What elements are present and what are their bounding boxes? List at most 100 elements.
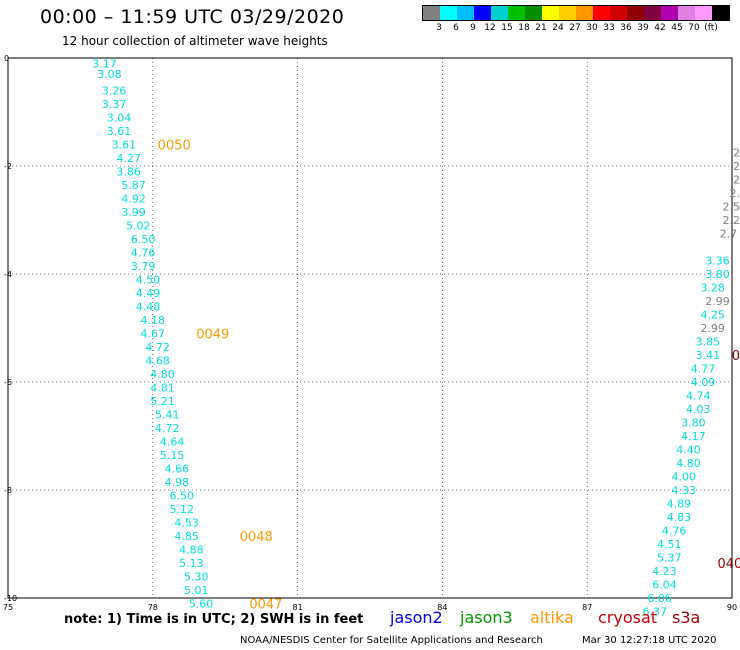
wave-height-value: 4.72 bbox=[155, 422, 180, 435]
wave-height-value: 4.81 bbox=[150, 381, 175, 394]
wave-height-value: 5.37 bbox=[657, 552, 682, 565]
credit-text: NOAA/NESDIS Center for Satellite Applica… bbox=[240, 635, 543, 646]
color-scale-label: 30 bbox=[586, 23, 598, 33]
color-swatch bbox=[559, 6, 576, 20]
wave-height-value: 4.98 bbox=[165, 476, 190, 489]
wave-height-value: 6.04 bbox=[652, 579, 677, 592]
wave-height-value: 2 bbox=[733, 147, 740, 160]
color-swatch bbox=[542, 6, 559, 20]
color-scale-legend: 3 6 9 12 15 18 21 24 27 30 33 36 39 42 45 70 (ft) bbox=[422, 5, 730, 35]
legend-item-jason3: jason3 bbox=[460, 608, 513, 627]
x-tick-label: 81 bbox=[293, 603, 303, 612]
x-tick-label: 75 bbox=[3, 603, 13, 612]
color-swatch bbox=[474, 6, 491, 20]
color-scale-label: 27 bbox=[569, 23, 581, 33]
color-scale-label: 70 bbox=[688, 23, 700, 33]
wave-height-value: 3.04 bbox=[107, 111, 132, 124]
x-tick-label: 87 bbox=[582, 603, 592, 612]
wave-height-value: 4.25 bbox=[700, 309, 725, 322]
y-tick-label: -2 bbox=[4, 162, 12, 171]
color-scale-label: 39 bbox=[637, 23, 649, 33]
x-tick-label: 84 bbox=[437, 603, 447, 612]
wave-height-value: 6.06 bbox=[647, 592, 672, 605]
wave-height-value: 4.83 bbox=[667, 511, 692, 524]
wave-height-value: 4.49 bbox=[136, 287, 161, 300]
wave-height-value: 2.99 bbox=[705, 295, 730, 308]
wave-height-value: 2 bbox=[733, 160, 740, 173]
wave-height-value: 4.33 bbox=[671, 484, 696, 497]
wave-height-value: 3.37 bbox=[102, 98, 127, 111]
wave-height-value: 4.80 bbox=[150, 368, 175, 381]
wave-height-value: 4.48 bbox=[136, 300, 161, 313]
color-swatch bbox=[525, 6, 542, 20]
wave-height-value: 4.92 bbox=[121, 192, 146, 205]
color-scale-label: 12 bbox=[484, 23, 496, 33]
color-swatch bbox=[491, 6, 508, 20]
wave-height-value: 4.53 bbox=[174, 516, 199, 529]
color-scale-label: 15 bbox=[501, 23, 513, 33]
wave-height-value: 3.26 bbox=[102, 84, 127, 97]
color-scale-label: 18 bbox=[518, 23, 530, 33]
color-swatch bbox=[627, 6, 644, 20]
color-swatch bbox=[593, 6, 610, 20]
pass-time-label: 0401 bbox=[718, 557, 740, 572]
wave-height-value: 4.77 bbox=[691, 363, 716, 376]
color-swatch bbox=[712, 6, 729, 20]
wave-height-value: 3.86 bbox=[116, 165, 141, 178]
wave-height-value: 3.85 bbox=[696, 336, 721, 349]
wave-height-value: 4.09 bbox=[691, 376, 716, 389]
color-scale-label: 45 bbox=[671, 23, 683, 33]
pass-time-label: 0 bbox=[732, 349, 740, 364]
wave-height-value: 4.76 bbox=[131, 246, 156, 259]
wave-height-value: 4.74 bbox=[686, 390, 711, 403]
x-tick-label: 90 bbox=[727, 603, 737, 612]
wave-height-value: 4.89 bbox=[667, 498, 692, 511]
color-scale-label: 42 bbox=[654, 23, 666, 33]
footer-note: note: 1) Time is in UTC; 2) SWH is in fe… bbox=[64, 612, 364, 627]
color-swatch bbox=[610, 6, 627, 20]
y-tick-label: 0 bbox=[4, 54, 9, 63]
wave-height-value: 4.85 bbox=[174, 530, 199, 543]
wave-height-value: 3.99 bbox=[121, 206, 146, 219]
wave-height-value: 3.41 bbox=[696, 349, 721, 362]
wave-height-value: 3.28 bbox=[700, 282, 725, 295]
color-swatch bbox=[440, 6, 457, 20]
y-tick-label: -8 bbox=[4, 486, 12, 495]
wave-height-value: 2.2 bbox=[723, 214, 740, 227]
wave-height-value: 2.5 bbox=[723, 201, 740, 214]
wave-height-value: 4.50 bbox=[136, 273, 161, 286]
color-scale-label: 3 bbox=[436, 23, 442, 33]
wave-height-value: 4.80 bbox=[676, 457, 701, 470]
wave-height-value: 3.80 bbox=[681, 417, 706, 430]
wave-height-value: 5.30 bbox=[184, 570, 209, 583]
wave-height-value: 3.17 bbox=[92, 57, 117, 70]
wave-height-value: 4.18 bbox=[141, 314, 166, 327]
color-swatch bbox=[678, 6, 695, 20]
wave-height-value: 5.01 bbox=[184, 584, 209, 597]
pass-time-label: 0049 bbox=[196, 327, 229, 342]
legend-item-jason2: jason2 bbox=[390, 608, 443, 627]
legend-item-s3a: s3a bbox=[672, 608, 701, 627]
wave-height-value: 6.50 bbox=[131, 233, 156, 246]
wave-height-value: 5.60 bbox=[189, 597, 214, 610]
wave-height-value: 2.7 bbox=[720, 228, 738, 241]
color-swatch bbox=[661, 6, 678, 20]
wave-height-value: 4.51 bbox=[657, 538, 682, 551]
wave-height-value: 4.00 bbox=[671, 471, 696, 484]
wave-height-value: 5.15 bbox=[160, 449, 185, 462]
wave-height-value: 3.79 bbox=[131, 260, 156, 273]
wave-height-value: 4.23 bbox=[652, 565, 677, 578]
wave-height-value: 4.27 bbox=[116, 152, 141, 165]
wave-height-value: 3.61 bbox=[112, 138, 137, 151]
wave-height-value: 5.12 bbox=[170, 503, 195, 516]
wave-height-value: 4.03 bbox=[686, 403, 711, 416]
wave-height-value: 4.72 bbox=[145, 341, 170, 354]
wave-height-value: 2.99 bbox=[700, 322, 725, 335]
wave-height-value: 4.68 bbox=[145, 354, 170, 367]
wave-height-value: 4.17 bbox=[681, 430, 706, 443]
color-scale-label: 6 bbox=[453, 23, 459, 33]
color-scale-swatches bbox=[422, 5, 730, 21]
wave-height-value: 5.41 bbox=[155, 408, 180, 421]
generated-timestamp: Mar 30 12:27:18 UTC 2020 bbox=[582, 635, 717, 646]
